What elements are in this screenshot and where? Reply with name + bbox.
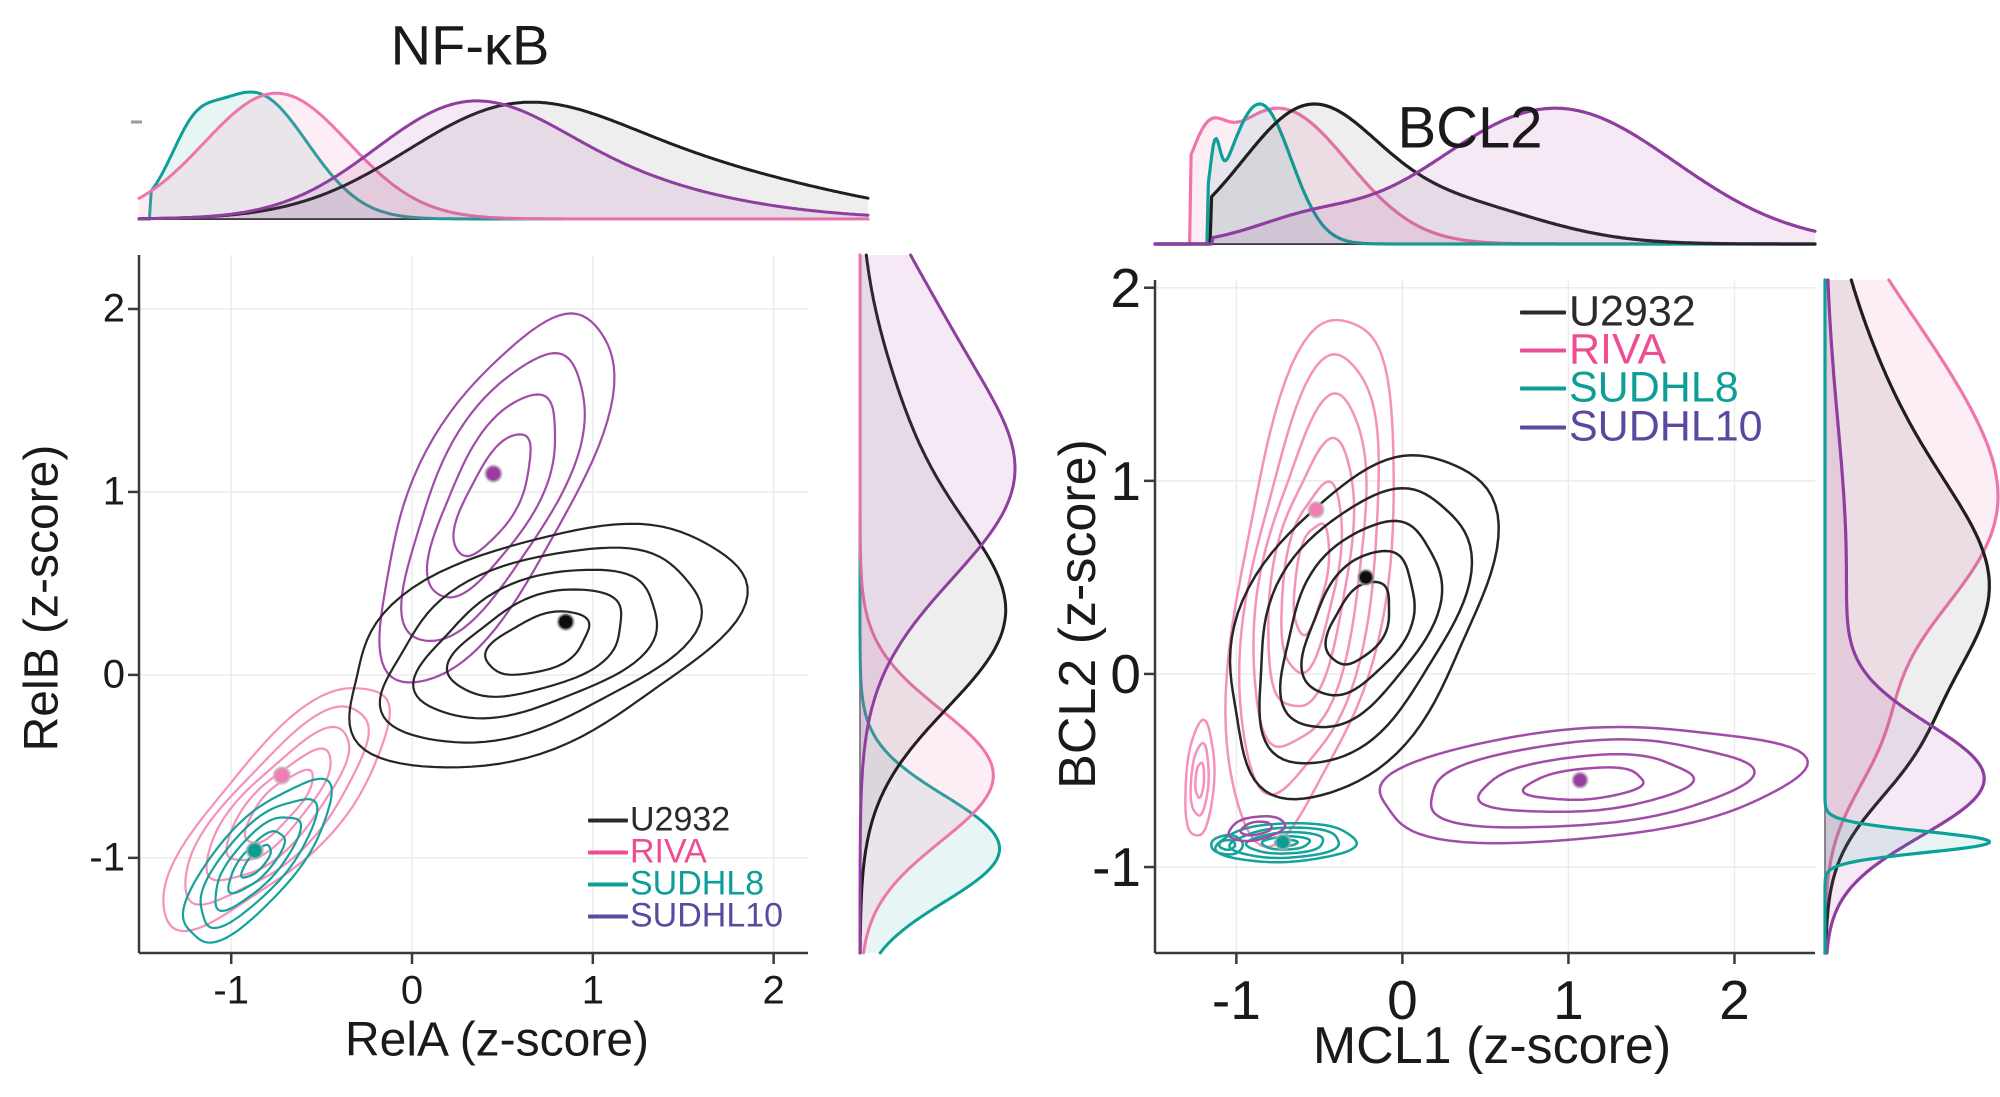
p0-legend-entry-sudhl8: SUDHL8 [588,865,764,904]
p0-legend-label-u2932: U2932 [630,800,731,839]
p0-xtick-1: 0 [400,968,424,1013]
p0-legend-label-sudhl10: SUDHL10 [630,896,784,935]
nfkb-mean-dots [245,464,576,861]
p1-yaxis-label: BCL2 (z-score) [1049,439,1107,789]
p1-ytick-0: 2 [1110,256,1141,319]
bcl2-axes [1144,280,1815,964]
p1-plot-title: BCL2 [1397,95,1543,161]
mean-dot-riva [272,766,292,786]
p0-ytick-0: 2 [102,286,125,331]
p1-legend-entry-sudhl10: SUDHL10 [1520,403,1763,452]
p1-legend-label-sudhl8: SUDHL8 [1569,363,1739,412]
p0-legend-label-sudhl8: SUDHL8 [630,864,765,903]
p0-ytick-2: 0 [102,652,125,697]
nfkb-marginals [131,90,1017,955]
legend-line-icon [1520,386,1566,390]
p0-ytick-1: 1 [102,469,125,514]
p0-legend-entry-sudhl10: SUDHL10 [588,897,783,936]
p0-yaxis-label: RelB (z-score) [15,444,69,752]
p1-legend-entry-sudhl8: SUDHL8 [1520,364,1739,413]
mean-dot-sudhl10 [483,464,503,484]
legend-line-icon [1520,348,1566,352]
p1-xtick-0: -1 [1211,969,1261,1031]
p0-xtick-0: -1 [213,968,249,1013]
p1-legend-entry-u2932: U2932 [1520,288,1696,337]
legend-line-icon [588,818,628,822]
p1-ytick-2: 0 [1110,642,1141,705]
p1-xaxis-label: MCL1 (z-score) [1312,1017,1672,1075]
p1-legend-label-sudhl10: SUDHL10 [1569,402,1763,451]
p1-xtick-3: 2 [1719,969,1750,1031]
p1-legend-entry-riva: RIVA [1520,326,1666,375]
p1-legend-label-riva: RIVA [1569,325,1667,374]
bcl2-mean-dots [1273,500,1590,851]
mean-dot-sudhl8 [245,841,265,861]
p0-xtick-2: 1 [581,968,604,1013]
p1-xtick-2: 1 [1553,969,1584,1031]
p0-xtick-3: 2 [762,968,785,1013]
mean-dot-sudhl10 [1571,771,1590,790]
p0-ytick-3: -1 [89,835,125,880]
nfkb-gridlines [139,255,808,953]
mean-dot-u2932 [556,612,576,632]
mean-dot-u2932 [1356,568,1375,587]
p0-legend-entry-riva: RIVA [588,833,707,872]
bcl2-marginals [1153,102,2000,955]
p1-ytick-3: -1 [1092,836,1141,899]
p0-xaxis-label: RelA (z-score) [344,1013,650,1067]
legend-line-icon [588,914,628,918]
legend-line-icon [588,850,628,854]
p1-xtick-1: 0 [1387,969,1418,1031]
legend-line-icon [1520,310,1566,314]
p1-legend-label-u2932: U2932 [1569,287,1696,336]
legend-line-icon [1520,425,1566,429]
nfkb-axes [128,255,808,964]
p0-plot-title: NF-κB [390,13,550,77]
p0-legend-entry-u2932: U2932 [588,801,730,840]
mean-dot-sudhl8 [1273,832,1292,851]
legend-line-icon [588,882,628,886]
p0-legend-label-riva: RIVA [630,832,707,871]
mean-dot-riva [1307,500,1326,519]
p1-ytick-1: 1 [1110,449,1141,512]
